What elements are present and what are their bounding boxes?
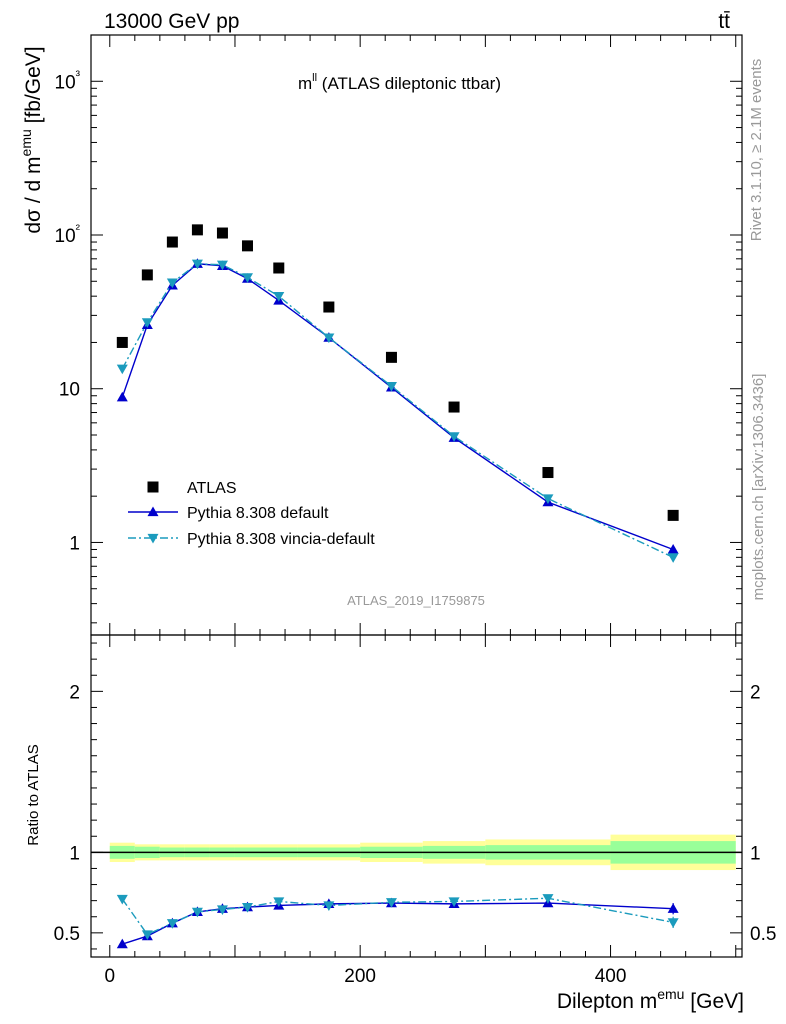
main-y-tick-label-base: 10 bbox=[55, 226, 76, 247]
main-plot-title-text: m bbox=[298, 74, 312, 93]
atlas-data-point bbox=[241, 240, 253, 252]
main-y-tick-label: 10² bbox=[55, 221, 81, 247]
ratio-y-tick-label-right: 0.5 bbox=[750, 924, 776, 945]
ratio-vincia-point bbox=[241, 902, 253, 913]
ratio-plot-frame bbox=[90, 634, 743, 958]
atlas-data-point bbox=[323, 301, 335, 313]
atlas-data-point bbox=[191, 224, 203, 236]
analysis-watermark: ATLAS_2019_I1759875 bbox=[347, 593, 485, 608]
ratio-y-tick-label-right: 2 bbox=[750, 682, 761, 703]
atlas-data-point bbox=[116, 336, 128, 348]
ratio-default-line bbox=[122, 902, 674, 945]
atlas-data-point bbox=[166, 236, 178, 248]
legend-label: Pythia 8.308 default bbox=[187, 505, 329, 522]
main-y-axis-label-sup: emu bbox=[18, 129, 34, 156]
ratio-y-tick-label-right: 1 bbox=[750, 843, 761, 864]
pythia-vincia-point bbox=[385, 381, 397, 392]
atlas-data-point bbox=[273, 262, 285, 274]
main-y-axis-label: dσ / d memu [fb/GeV] bbox=[18, 46, 45, 233]
ratio-vincia-point bbox=[448, 897, 460, 907]
legend-default-marker bbox=[147, 506, 159, 517]
atlas-data-point bbox=[216, 227, 228, 239]
x-axis-label: Dilepton memu [GeV] bbox=[557, 986, 744, 1013]
pythia-vincia-point bbox=[542, 494, 554, 505]
pythia-vincia-point bbox=[141, 318, 153, 328]
ratio-y-tick-label-left: 0.5 bbox=[54, 924, 80, 945]
ratio-vincia-point bbox=[216, 905, 228, 916]
ratio-vincia-point bbox=[116, 894, 128, 905]
ratio-default-point bbox=[116, 938, 128, 949]
x-tick-label: 400 bbox=[595, 966, 627, 987]
ratio-y-axis-label: Ratio to ATLAS bbox=[25, 744, 42, 845]
x-axis-label-unit: [GeV] bbox=[684, 990, 744, 1013]
main-y-tick-label: 10³ bbox=[55, 67, 81, 93]
energy-label: 13000 GeV pp bbox=[104, 10, 239, 33]
legend-label: Pythia 8.308 vincia-default bbox=[187, 531, 375, 548]
ratio-vincia-point bbox=[542, 894, 554, 904]
atlas-data-point bbox=[542, 467, 554, 479]
main-y-tick-label-base: 10 bbox=[55, 72, 76, 93]
legend-atlas-marker bbox=[147, 481, 159, 493]
legend-vincia-marker bbox=[147, 533, 159, 544]
x-tick-label: 200 bbox=[344, 966, 376, 987]
pythia-vincia-line bbox=[121, 263, 674, 558]
main-y-tick-label-exp: ³ bbox=[76, 67, 81, 82]
pythia-vincia-point bbox=[323, 333, 335, 344]
main-plot-title: mll (ATLAS dileptonic ttbar) bbox=[298, 72, 501, 93]
source-label: mcplots.cern.ch [arXiv:1306.3436] bbox=[750, 374, 767, 601]
x-axis-label-sup: emu bbox=[657, 986, 684, 1002]
main-y-tick-label-exp: ² bbox=[76, 221, 81, 236]
ratio-vincia-point bbox=[166, 919, 178, 929]
atlas-data-point bbox=[385, 351, 397, 363]
process-label: tt̄ bbox=[718, 10, 730, 33]
pythia-vincia-point bbox=[241, 273, 253, 283]
atlas-data-point bbox=[448, 401, 460, 413]
pythia-default-line bbox=[121, 263, 674, 551]
ratio-vincia-point bbox=[667, 918, 679, 928]
ratio-vincia-point bbox=[323, 901, 335, 911]
x-axis-label-text: Dilepton m bbox=[557, 990, 657, 1013]
rivet-version-label: Rivet 3.1.10, ≥ 2.1M events bbox=[748, 59, 765, 242]
main-y-axis-label-unit: [fb/GeV] bbox=[22, 46, 45, 129]
pythia-default-point bbox=[667, 543, 679, 554]
pythia-vincia-point bbox=[448, 432, 460, 442]
legend: ATLAS Pythia 8.308 default Pythia 8.308 vi… bbox=[128, 480, 375, 548]
main-plot-title-rest: (ATLAS dileptonic ttbar) bbox=[317, 74, 501, 93]
pythia-vincia-point bbox=[273, 292, 285, 302]
ratio-vincia-point bbox=[191, 907, 203, 918]
atlas-data-point bbox=[667, 509, 679, 521]
pythia-vincia-point bbox=[216, 260, 228, 271]
ratio-y-tick-label-left: 1 bbox=[69, 843, 80, 864]
ratio-y-tick-label-left: 2 bbox=[69, 682, 80, 703]
x-tick-label: 0 bbox=[104, 966, 115, 987]
ratio-default-point bbox=[667, 903, 679, 913]
main-y-tick-label: 10 bbox=[59, 380, 80, 401]
legend-label: ATLAS bbox=[187, 480, 237, 497]
atlas-data-point bbox=[141, 269, 153, 281]
pythia-vincia-point bbox=[166, 278, 178, 289]
main-y-axis-label-text: dσ / d m bbox=[22, 156, 45, 233]
main-plot-title-sup: ll bbox=[312, 72, 317, 84]
pythia-vincia-point bbox=[667, 553, 679, 563]
main-y-tick-label: 1 bbox=[69, 533, 80, 554]
ratio-vincia-point bbox=[141, 930, 153, 940]
pythia-vincia-point bbox=[191, 259, 203, 270]
ratio-vincia-point bbox=[273, 897, 285, 907]
pythia-vincia-point bbox=[116, 364, 128, 375]
pythia-default-point bbox=[116, 391, 128, 402]
ratio-plot: 0 200 400 0.5 0.5 1 1 2 2 bbox=[54, 634, 776, 987]
ratio-vincia-point bbox=[385, 898, 397, 908]
